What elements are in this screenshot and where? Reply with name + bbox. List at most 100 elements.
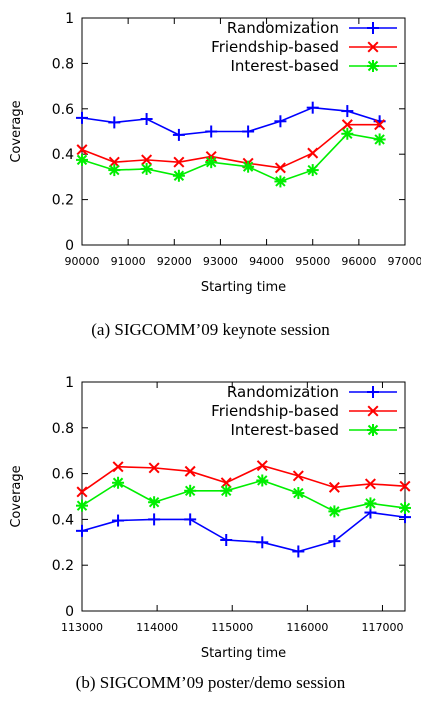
data-point <box>306 101 319 114</box>
x-tick-label: 114000 <box>136 621 178 634</box>
x-tick-label: 90000 <box>65 255 100 268</box>
data-point <box>364 497 377 510</box>
chart-panel-keynote: 0 0.2 0.4 0.6 0.8 1 90000 91000 92000 93000 94000 9… <box>9 11 421 339</box>
data-point <box>399 501 411 514</box>
data-point <box>148 462 160 474</box>
y-tick-label: 0.8 <box>52 421 74 437</box>
data-point <box>184 484 197 497</box>
x-tick-label: 96000 <box>341 255 376 268</box>
x-tick-label: 94000 <box>249 255 284 268</box>
x-tick-label: 92000 <box>157 255 192 268</box>
data-point <box>373 133 386 146</box>
legend-label: Friendship-based <box>211 402 339 420</box>
series-line-star <box>81 479 406 513</box>
series-line-plus <box>81 106 380 136</box>
data-point <box>341 119 353 131</box>
chart-caption: (b) SIGCOMM’09 poster/demo session <box>75 673 346 692</box>
data-point <box>374 119 386 131</box>
data-point <box>76 111 88 124</box>
x-tick-label: 93000 <box>203 255 238 268</box>
data-point <box>364 478 376 490</box>
legend-label: Interest-based <box>231 57 340 75</box>
data-point <box>172 169 185 182</box>
data-point <box>184 465 196 477</box>
data-point <box>307 147 319 159</box>
data-point <box>172 128 185 141</box>
legend-marker <box>367 424 379 436</box>
x-tick-label: 95000 <box>295 255 330 268</box>
x-tick-label: 115000 <box>211 621 253 634</box>
y-tick-label: 0.6 <box>52 102 74 118</box>
x-tick-label: 91000 <box>111 255 146 268</box>
data-point <box>141 154 153 166</box>
data-point <box>76 153 88 166</box>
data-point <box>112 476 125 489</box>
data-point <box>173 156 185 168</box>
x-tick-label: 117000 <box>361 621 403 634</box>
data-point <box>76 499 88 512</box>
x-axis-label: Starting time <box>201 280 286 295</box>
data-point <box>108 116 121 129</box>
y-tick-label: 0.2 <box>52 193 74 209</box>
x-tick-label: 113000 <box>61 621 103 634</box>
data-point <box>274 175 287 188</box>
chart-panel-poster: 0 0.2 0.4 0.6 0.8 1 113000 114000 115000 116000 11… <box>0 353 421 706</box>
data-point <box>292 487 305 500</box>
legend-marker <box>367 405 379 417</box>
series-line-x <box>81 123 380 169</box>
legend-marker <box>367 41 379 53</box>
legend-label: Randomization <box>227 19 339 37</box>
y-tick-label: 1 <box>65 11 74 27</box>
data-point <box>140 113 153 126</box>
y-tick-label: 0.6 <box>52 467 74 483</box>
data-point <box>76 144 88 156</box>
data-point <box>112 514 125 527</box>
legend-label: Randomization <box>227 383 339 401</box>
data-point <box>220 477 232 489</box>
series-line-x <box>81 464 406 493</box>
data-point <box>220 484 233 497</box>
data-point <box>256 460 268 472</box>
coverage-chart-poster: 0 0.2 0.4 0.6 0.8 1 113000 114000 115000 116000 11… <box>9 375 411 661</box>
data-point <box>148 496 161 509</box>
data-point <box>242 125 255 138</box>
y-tick-label: 0.2 <box>52 558 74 574</box>
data-point <box>108 164 121 177</box>
plot-frame <box>81 17 406 246</box>
data-point <box>76 524 88 537</box>
x-tick-label: 97000 <box>388 255 421 268</box>
data-point <box>328 481 340 493</box>
data-point <box>256 536 269 549</box>
data-point <box>399 480 411 492</box>
data-point <box>205 156 218 169</box>
data-point <box>306 164 319 177</box>
legend-label: Friendship-based <box>211 38 339 56</box>
data-point <box>242 160 255 173</box>
x-tick-label: 116000 <box>286 621 328 634</box>
y-tick-label: 0 <box>65 604 74 620</box>
data-point <box>274 115 287 128</box>
y-tick-label: 0 <box>65 238 74 254</box>
data-point <box>328 535 341 548</box>
data-point <box>76 486 88 498</box>
x-axis-label: Starting time <box>201 646 286 661</box>
y-tick-label: 1 <box>65 375 74 391</box>
chart-caption: (a) SIGCOMM’09 keynote session <box>91 320 330 339</box>
y-axis-label: Coverage <box>9 100 24 162</box>
data-point <box>341 105 354 118</box>
data-point <box>148 513 161 526</box>
series-line-star <box>81 132 380 183</box>
legend-marker <box>367 22 379 34</box>
data-point <box>274 162 286 174</box>
y-tick-label: 0.8 <box>52 56 74 72</box>
y-axis-label: Coverage <box>9 465 24 527</box>
data-point <box>292 470 304 482</box>
y-tick-label: 0.4 <box>52 512 74 528</box>
data-point <box>341 127 354 140</box>
coverage-chart-keynote: 0 0.2 0.4 0.6 0.8 1 90000 91000 92000 93000 94000 9… <box>9 11 421 295</box>
series-line-plus <box>81 511 406 553</box>
data-point <box>292 545 305 558</box>
data-point <box>112 461 124 473</box>
data-point <box>256 474 269 487</box>
data-point <box>184 513 197 526</box>
